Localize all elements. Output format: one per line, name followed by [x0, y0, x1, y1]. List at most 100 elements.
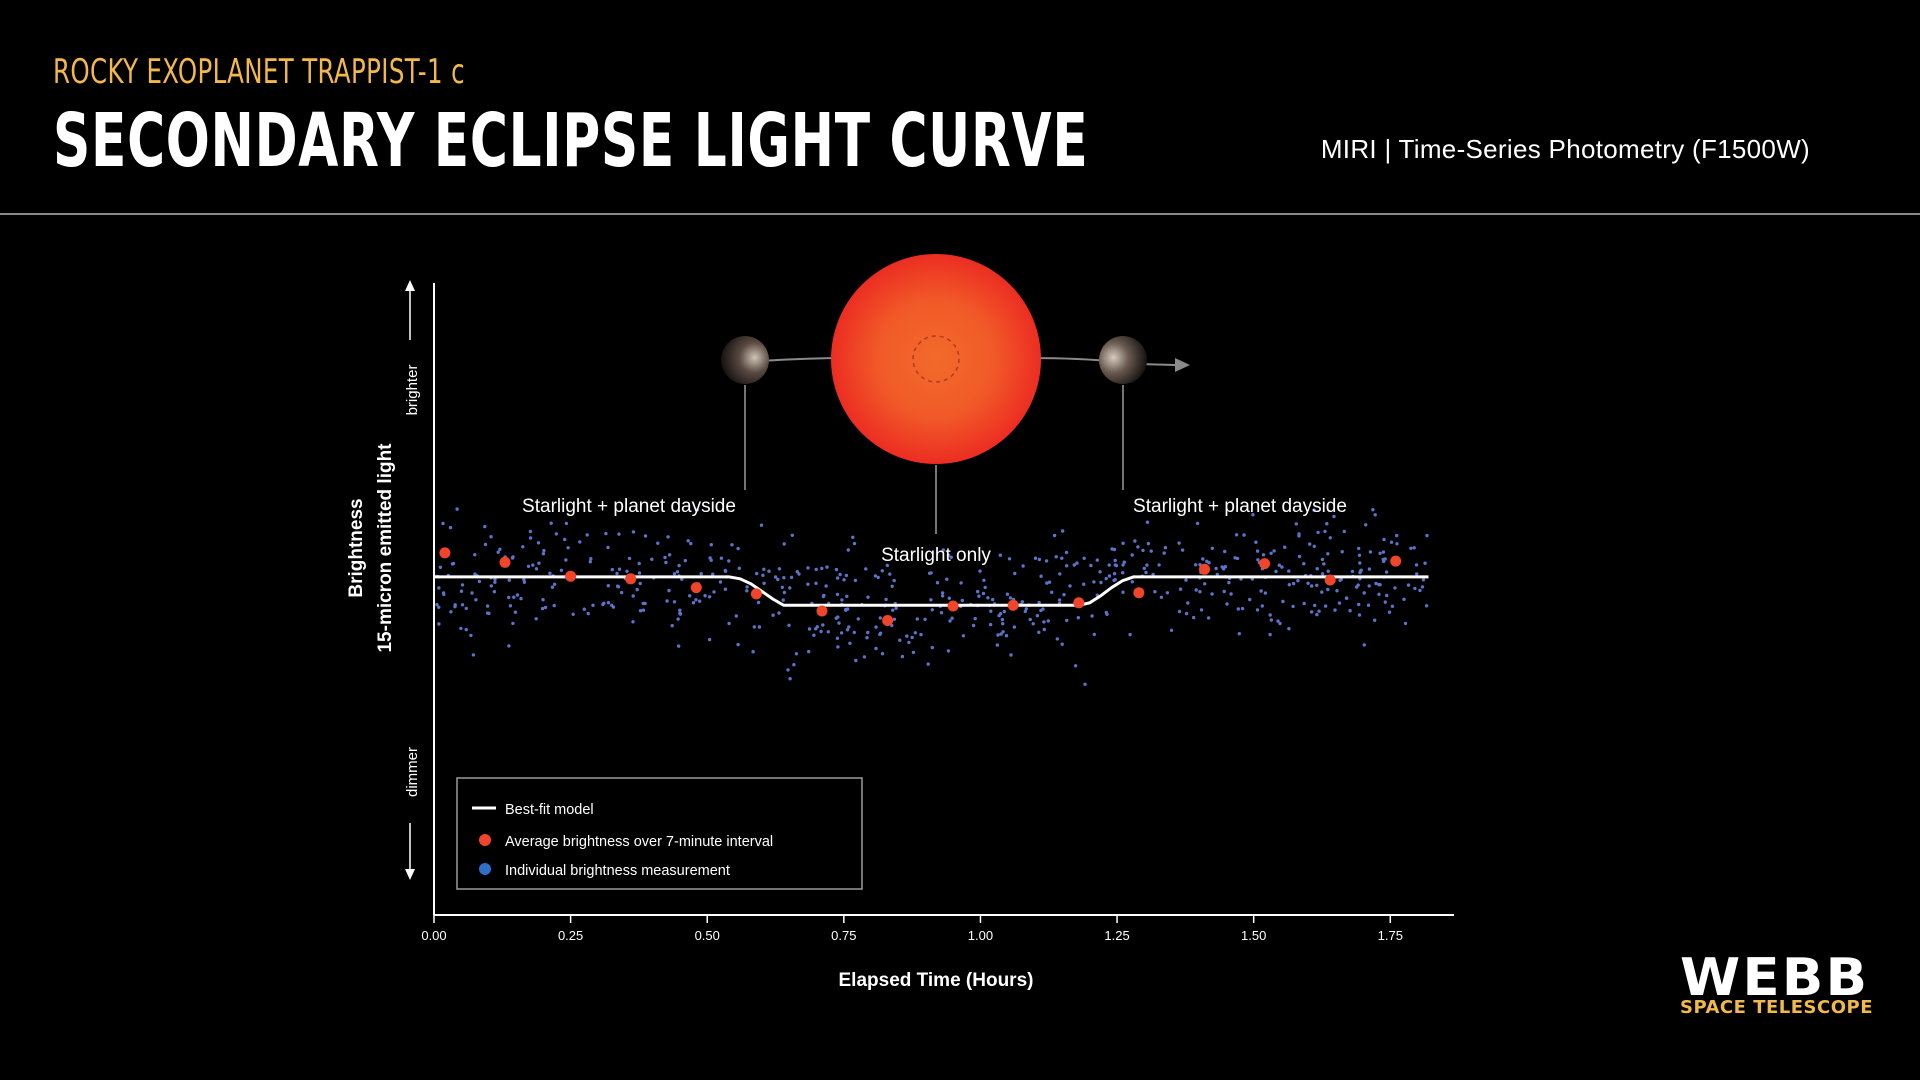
individual-measurement-point [519, 596, 523, 601]
individual-measurement-point [839, 631, 844, 635]
individual-measurement-point [1045, 581, 1049, 585]
individual-measurement-point [782, 542, 786, 546]
individual-measurement-point [1326, 587, 1330, 592]
individual-measurement-point [1261, 553, 1266, 557]
individual-measurement-point [836, 645, 840, 649]
individual-measurement-point [835, 636, 840, 640]
individual-measurement-point [1021, 564, 1025, 568]
individual-measurement-point [1142, 566, 1147, 571]
individual-measurement-point [842, 578, 846, 582]
individual-measurement-point [960, 598, 964, 603]
individual-measurement-point [1403, 621, 1408, 626]
individual-measurement-point [852, 630, 856, 635]
individual-measurement-point [515, 593, 520, 597]
individual-measurement-point [1395, 533, 1399, 538]
individual-measurement-point [854, 658, 858, 663]
individual-measurement-point [1348, 609, 1352, 613]
individual-measurement-point [1367, 567, 1372, 571]
dimmer-arrow-head [405, 869, 415, 880]
individual-measurement-point [998, 553, 1002, 557]
individual-measurement-point [1418, 588, 1422, 593]
individual-measurement-point [1357, 613, 1362, 617]
individual-measurement-point [1009, 653, 1013, 657]
individual-measurement-point [1133, 539, 1137, 543]
individual-measurement-point [1377, 592, 1381, 596]
individual-measurement-point [790, 533, 794, 537]
individual-measurement-point [699, 572, 703, 576]
individual-measurement-point [528, 529, 533, 534]
individual-measurement-point [507, 595, 511, 600]
individual-measurement-point [1153, 590, 1157, 594]
individual-measurement-point [1320, 572, 1325, 576]
individual-measurement-point [536, 541, 541, 545]
individual-measurement-point [1420, 585, 1425, 589]
individual-measurement-point [1255, 549, 1260, 553]
individual-measurement-point [437, 622, 441, 626]
individual-measurement-point [1280, 565, 1284, 569]
individual-measurement-point [1198, 590, 1202, 594]
individual-measurement-point [635, 587, 639, 592]
individual-measurement-point [1064, 550, 1069, 555]
individual-measurement-point [835, 576, 840, 580]
individual-measurement-point [1254, 540, 1258, 544]
individual-measurement-point [991, 597, 995, 602]
individual-measurement-point [656, 541, 660, 545]
individual-measurement-point [1302, 562, 1306, 566]
individual-measurement-point [1274, 569, 1278, 574]
x-tick-label: 1.75 [1378, 928, 1403, 943]
individual-measurement-point [606, 601, 611, 605]
individual-measurement-point [844, 573, 849, 578]
individual-measurement-point [688, 594, 692, 598]
individual-measurement-point [986, 596, 990, 600]
individual-measurement-point [926, 662, 930, 666]
individual-measurement-point [1381, 550, 1386, 554]
individual-measurement-point [542, 548, 546, 553]
individual-measurement-point [667, 588, 671, 593]
individual-measurement-point [627, 556, 632, 561]
individual-measurement-point [1095, 558, 1100, 562]
x-tick-label: 1.25 [1104, 928, 1129, 943]
individual-measurement-point [734, 614, 738, 618]
individual-measurement-point [845, 628, 850, 632]
average-brightness-point [1259, 558, 1271, 570]
individual-measurement-point [1296, 579, 1300, 583]
individual-measurement-point [1207, 561, 1211, 565]
individual-measurement-point [1112, 578, 1116, 583]
individual-measurement-point [789, 575, 794, 580]
x-tick-label: 0.25 [558, 928, 583, 943]
individual-measurement-point [1105, 612, 1109, 616]
individual-measurement-point [946, 553, 951, 557]
legend-individual-swatch [479, 863, 491, 875]
individual-measurement-point [1076, 616, 1081, 620]
individual-measurement-point [978, 569, 982, 573]
individual-measurement-point [1387, 610, 1392, 614]
individual-measurement-point [606, 545, 610, 550]
individual-measurement-point [1263, 591, 1268, 595]
individual-measurement-point [513, 610, 518, 614]
individual-measurement-point [1342, 529, 1347, 534]
individual-measurement-point [825, 565, 829, 569]
individual-measurement-point [550, 585, 555, 589]
individual-measurement-point [1358, 561, 1362, 565]
individual-measurement-point [807, 649, 811, 654]
individual-measurement-point [1136, 545, 1140, 549]
individual-measurement-point [737, 566, 741, 570]
individual-measurement-point [1287, 583, 1292, 587]
individual-measurement-point [1233, 556, 1237, 560]
individual-measurement-point [1313, 603, 1317, 608]
individual-measurement-point [1008, 596, 1013, 600]
individual-measurement-point [812, 633, 816, 637]
individual-measurement-point [1395, 542, 1399, 546]
individual-measurement-point [695, 508, 700, 512]
individual-measurement-point [878, 631, 883, 635]
individual-measurement-point [703, 594, 707, 598]
individual-measurement-point [1178, 587, 1183, 591]
individual-measurement-point [950, 616, 954, 620]
legend-box [456, 777, 863, 890]
individual-measurement-point [961, 634, 966, 638]
individual-measurement-point [1210, 546, 1215, 550]
individual-measurement-point [757, 625, 762, 629]
individual-measurement-point [641, 608, 646, 612]
individual-measurement-point [1020, 600, 1025, 604]
individual-measurement-point [819, 629, 823, 634]
